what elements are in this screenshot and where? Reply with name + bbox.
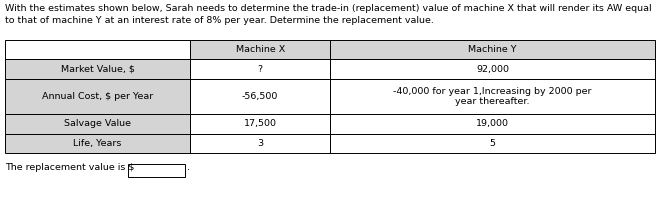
Bar	[330, 114, 655, 134]
Text: With the estimates shown below, Sarah needs to determine the trade-in (replaceme: With the estimates shown below, Sarah ne…	[5, 4, 651, 25]
Text: 17,500: 17,500	[244, 119, 277, 128]
Text: -56,500: -56,500	[242, 92, 278, 101]
Bar	[5, 79, 191, 114]
Bar	[191, 134, 330, 153]
Text: 5: 5	[489, 139, 495, 148]
Bar	[330, 134, 655, 153]
Text: .: .	[187, 163, 190, 172]
Text: Salvage Value: Salvage Value	[64, 119, 131, 128]
Bar	[330, 79, 655, 114]
Bar	[128, 164, 185, 177]
Text: ?: ?	[258, 65, 263, 74]
Text: 19,000: 19,000	[476, 119, 509, 128]
Bar	[5, 114, 191, 134]
Bar	[191, 59, 330, 79]
Bar	[5, 59, 191, 79]
Text: Life, Years: Life, Years	[74, 139, 122, 148]
Text: Machine Y: Machine Y	[468, 45, 517, 54]
Text: The replacement value is $: The replacement value is $	[5, 163, 134, 172]
Text: Market Value, $: Market Value, $	[60, 65, 135, 74]
Text: Machine X: Machine X	[236, 45, 285, 54]
Bar	[5, 134, 191, 153]
Bar	[5, 40, 191, 59]
Bar	[330, 40, 655, 59]
Bar	[191, 79, 330, 114]
Text: Annual Cost, $ per Year: Annual Cost, $ per Year	[42, 92, 153, 101]
Bar	[330, 59, 655, 79]
Bar	[191, 40, 330, 59]
Text: -40,000 for year 1,Increasing by 2000 per
year thereafter.: -40,000 for year 1,Increasing by 2000 pe…	[393, 87, 592, 106]
Text: 92,000: 92,000	[476, 65, 509, 74]
Bar	[191, 114, 330, 134]
Text: 3: 3	[257, 139, 263, 148]
